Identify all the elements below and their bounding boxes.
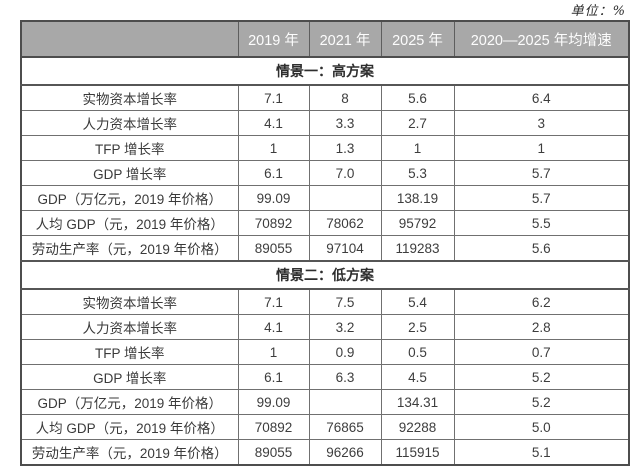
row-label: 实物资本增长率 [20,84,239,111]
cell-2019: 89055 [237,235,310,262]
row-label: TFP 增长率 [20,339,239,365]
cell-2019: 4.1 [237,110,310,136]
table-row: GDP（万亿元，2019 年价格） 99.09 138.19 5.7 [20,185,630,211]
cell-2021: 7.5 [308,288,382,315]
cell-2025: 95792 [380,210,455,236]
cell-2019: 99.09 [237,185,310,211]
cell-avg: 5.5 [453,210,630,236]
cell-2021: 96266 [308,439,382,466]
section-title-text: 情景二：低方案 [20,260,630,290]
header-row: 2019 年 2021 年 2025 年 2020—2025 年均增速 [20,20,630,58]
cell-avg: 5.1 [453,439,630,466]
cell-2019: 6.1 [237,364,310,390]
cell-avg: 5.7 [453,185,630,211]
cell-2021: 76865 [308,414,382,440]
cell-2019: 7.1 [237,288,310,315]
cell-2021 [308,389,382,415]
row-label: 人均 GDP（元，2019 年价格） [20,414,239,440]
cell-avg: 0.7 [453,339,630,365]
header-avg-growth: 2020—2025 年均增速 [453,20,630,58]
section-title-scenario2: 情景二：低方案 [20,260,630,290]
table-row: 实物资本增长率 7.1 8 5.6 6.4 [20,84,630,111]
cell-2019: 7.1 [237,84,310,111]
cell-2021: 3.2 [308,314,382,340]
section-title-scenario1: 情景一：高方案 [20,56,630,86]
header-2021: 2021 年 [308,20,382,58]
cell-2019: 99.09 [237,389,310,415]
cell-2019: 89055 [237,439,310,466]
cell-2019: 70892 [237,414,310,440]
cell-avg: 5.0 [453,414,630,440]
row-label: GDP 增长率 [20,160,239,186]
cell-2025: 2.7 [380,110,455,136]
table-row: GDP 增长率 6.1 7.0 5.3 5.7 [20,160,630,186]
row-label: 劳动生产率（元，2019 年价格） [20,235,239,262]
table-row: TFP 增长率 1 0.9 0.5 0.7 [20,339,630,365]
cell-2021: 97104 [308,235,382,262]
table-row: TFP 增长率 1 1.3 1 1 [20,135,630,161]
row-label: 人均 GDP（元，2019 年价格） [20,210,239,236]
cell-avg: 5.6 [453,235,630,262]
cell-2025: 5.6 [380,84,455,111]
cell-2019: 70892 [237,210,310,236]
table-row: 人均 GDP（元，2019 年价格） 70892 78062 95792 5.5 [20,210,630,236]
cell-2025: 138.19 [380,185,455,211]
table-row: 劳动生产率（元，2019 年价格） 89055 96266 115915 5.1 [20,439,630,466]
cell-2021: 3.3 [308,110,382,136]
unit-label: 单位：% [570,4,626,19]
cell-2025: 1 [380,135,455,161]
row-label: GDP（万亿元，2019 年价格） [20,389,239,415]
cell-2019: 6.1 [237,160,310,186]
cell-2025: 5.3 [380,160,455,186]
cell-2025: 119283 [380,235,455,262]
cell-avg: 1 [453,135,630,161]
cell-2021 [308,185,382,211]
table-row: GDP 增长率 6.1 6.3 4.5 5.2 [20,364,630,390]
cell-2019: 4.1 [237,314,310,340]
row-label: GDP 增长率 [20,364,239,390]
table-row: GDP（万亿元，2019 年价格） 99.09 134.31 5.2 [20,389,630,415]
table-row: 人力资本增长率 4.1 3.3 2.7 3 [20,110,630,136]
cell-2019: 1 [237,339,310,365]
header-2019: 2019 年 [237,20,310,58]
cell-2025: 134.31 [380,389,455,415]
cell-2021: 1.3 [308,135,382,161]
row-label: 实物资本增长率 [20,288,239,315]
row-label: 人力资本增长率 [20,314,239,340]
cell-avg: 6.2 [453,288,630,315]
cell-2021: 6.3 [308,364,382,390]
cell-2025: 0.5 [380,339,455,365]
cell-2025: 5.4 [380,288,455,315]
cell-2021: 7.0 [308,160,382,186]
header-2025: 2025 年 [380,20,455,58]
row-label: GDP（万亿元，2019 年价格） [20,185,239,211]
cell-2021: 0.9 [308,339,382,365]
cell-2019: 1 [237,135,310,161]
gdp-projection-table: 2019 年 2021 年 2025 年 2020—2025 年均增速 情景一：… [20,20,630,466]
cell-avg: 6.4 [453,84,630,111]
cell-2025: 115915 [380,439,455,466]
cell-avg: 3 [453,110,630,136]
table-row: 实物资本增长率 7.1 7.5 5.4 6.2 [20,288,630,315]
table-row: 劳动生产率（元，2019 年价格） 89055 97104 119283 5.6 [20,235,630,262]
row-label: TFP 增长率 [20,135,239,161]
header-indicator [20,20,239,58]
cell-2025: 2.5 [380,314,455,340]
table-row: 人力资本增长率 4.1 3.2 2.5 2.8 [20,314,630,340]
row-label: 人力资本增长率 [20,110,239,136]
section-title-text: 情景一：高方案 [20,56,630,86]
row-label: 劳动生产率（元，2019 年价格） [20,439,239,466]
cell-2021: 78062 [308,210,382,236]
cell-avg: 5.2 [453,389,630,415]
cell-avg: 5.2 [453,364,630,390]
cell-2025: 92288 [380,414,455,440]
cell-2025: 4.5 [380,364,455,390]
cell-avg: 2.8 [453,314,630,340]
cell-2021: 8 [308,84,382,111]
cell-avg: 5.7 [453,160,630,186]
table-row: 人均 GDP（元，2019 年价格） 70892 76865 92288 5.0 [20,414,630,440]
